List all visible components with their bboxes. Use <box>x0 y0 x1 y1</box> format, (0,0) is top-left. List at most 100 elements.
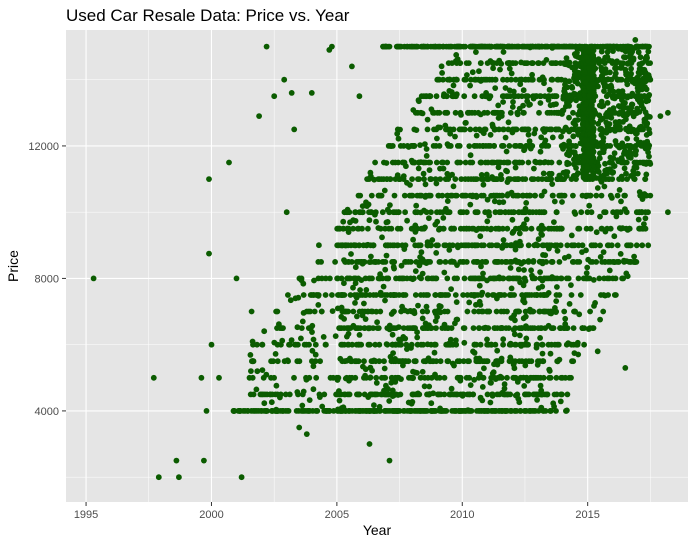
data-point <box>586 93 593 99</box>
data-point <box>319 403 326 410</box>
data-point <box>391 308 397 315</box>
data-point <box>248 368 254 374</box>
data-point <box>422 141 428 148</box>
data-point <box>293 408 300 414</box>
data-point <box>317 394 323 400</box>
data-point <box>529 60 536 66</box>
x-axis-ticks: 1995 2000 2005 2010 2015 <box>74 502 600 521</box>
data-point <box>537 259 544 265</box>
data-point <box>294 389 301 395</box>
data-point <box>378 374 385 381</box>
data-point <box>434 391 441 398</box>
data-point <box>463 60 470 66</box>
data-point <box>471 76 478 83</box>
data-point <box>570 242 576 249</box>
data-point <box>311 308 318 315</box>
data-point <box>469 225 476 232</box>
data-point <box>530 95 537 102</box>
data-point <box>582 79 589 86</box>
data-point <box>523 225 529 232</box>
data-point <box>367 242 374 249</box>
data-point <box>488 225 495 232</box>
data-point <box>546 86 553 93</box>
data-point <box>645 242 652 249</box>
data-point <box>612 127 618 134</box>
data-point <box>624 273 631 280</box>
data-point <box>440 215 447 221</box>
data-point <box>450 93 456 100</box>
data-point <box>454 143 461 149</box>
data-point <box>208 341 215 348</box>
data-point <box>398 341 404 348</box>
data-point <box>584 264 591 271</box>
data-point <box>574 341 581 348</box>
data-point <box>436 259 443 265</box>
data-point <box>342 391 348 398</box>
data-point <box>531 242 538 249</box>
data-point <box>503 408 509 414</box>
data-point <box>337 225 343 232</box>
data-point <box>298 325 305 331</box>
data-point <box>508 70 515 77</box>
data-point <box>589 135 596 142</box>
data-point <box>383 160 390 166</box>
data-point <box>350 322 357 329</box>
data-point <box>423 153 430 159</box>
data-point <box>500 275 506 282</box>
data-point <box>549 259 556 265</box>
data-point <box>390 242 396 249</box>
data-point <box>345 259 352 265</box>
data-point <box>535 60 541 66</box>
data-point <box>477 60 484 66</box>
data-point <box>623 170 629 177</box>
data-point <box>581 325 588 331</box>
data-point <box>467 159 473 166</box>
data-point <box>542 308 548 315</box>
data-point <box>571 350 578 356</box>
data-point <box>597 316 603 323</box>
data-point <box>626 225 633 232</box>
data-point <box>617 251 624 257</box>
data-point <box>600 249 607 256</box>
data-point <box>581 137 588 144</box>
data-point <box>568 232 575 239</box>
data-point <box>424 126 431 133</box>
data-point <box>352 280 359 287</box>
data-point <box>466 358 472 365</box>
data-point <box>299 402 306 409</box>
data-point <box>525 242 532 249</box>
data-point <box>357 325 364 331</box>
data-point <box>510 126 516 133</box>
data-point <box>627 60 634 66</box>
data-point <box>503 93 510 100</box>
data-point <box>518 260 525 267</box>
data-point <box>525 259 532 265</box>
data-point <box>329 308 336 314</box>
data-point <box>387 202 393 209</box>
data-point <box>583 54 590 61</box>
data-point <box>612 119 619 125</box>
data-point <box>250 391 257 398</box>
data-point <box>437 309 444 316</box>
data-point <box>568 292 575 298</box>
data-point <box>553 60 560 66</box>
data-point <box>444 141 451 148</box>
data-point <box>436 292 443 298</box>
data-point <box>494 347 501 354</box>
data-point <box>449 360 456 367</box>
x-tick-label: 2010 <box>450 509 474 521</box>
data-point <box>627 144 634 151</box>
data-point <box>398 43 404 50</box>
data-point <box>500 99 506 105</box>
data-point <box>562 315 569 322</box>
data-point <box>403 341 410 348</box>
data-point <box>643 171 650 178</box>
data-point <box>216 374 222 381</box>
data-point <box>493 192 500 199</box>
data-point <box>559 199 565 205</box>
data-point <box>412 292 419 298</box>
data-point <box>600 71 606 78</box>
data-point <box>526 102 532 108</box>
data-point <box>471 376 478 383</box>
data-point <box>617 43 624 50</box>
